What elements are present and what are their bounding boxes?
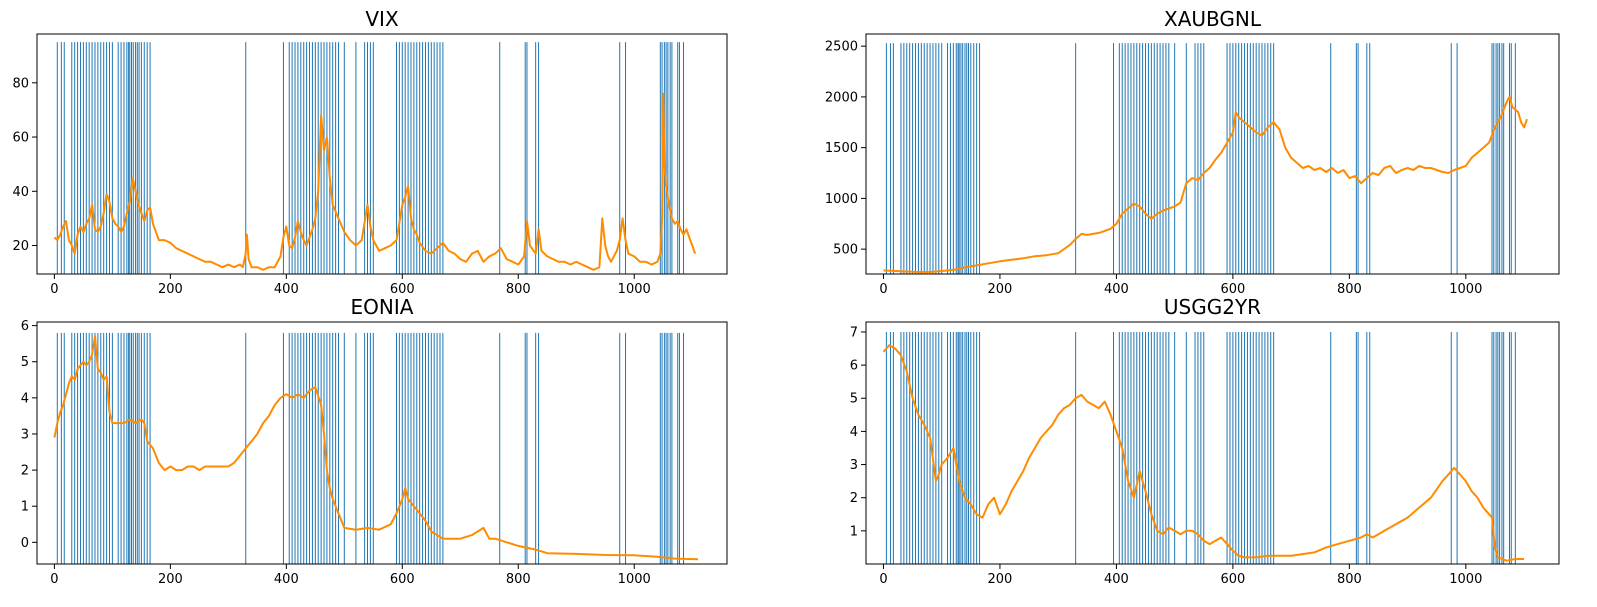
y-tick-label: 40 [12, 185, 29, 200]
x-tick-label: 200 [158, 282, 183, 297]
series-line [882, 344, 1525, 562]
chart-panel-2: 0 200 400 600 800 1000 500 1000 1500 2000 2500 XAUB… [825, 7, 1560, 297]
y-tick-label: 5 [850, 392, 858, 407]
x-tick-label: 1000 [1449, 282, 1482, 297]
y-tick-label: 60 [12, 131, 29, 146]
x-tick-label: 200 [988, 572, 1013, 587]
y-tick-label: 20 [12, 239, 29, 254]
x-tick-label: 200 [988, 282, 1013, 297]
x-tick-label: 600 [1220, 282, 1245, 297]
y-tick-label: 4 [850, 425, 858, 440]
y-tick-label: 2 [850, 491, 858, 506]
x-tick-label: 400 [274, 282, 299, 297]
y-tick-label: 0 [21, 536, 29, 551]
axes-frame [865, 33, 1560, 275]
series-line [53, 92, 697, 271]
series-line [883, 95, 1528, 273]
y-tick-label: 2000 [825, 90, 858, 105]
y-tick-label: 2500 [825, 40, 858, 55]
y-tick-label: 4 [21, 391, 29, 406]
axes-frame [865, 321, 1560, 565]
x-tick-label: 600 [1220, 572, 1245, 587]
y-tick-label: 80 [12, 76, 29, 91]
chart-title: EONIA [351, 295, 414, 319]
chart-panel-4: 0 200 400 600 800 1000 1 2 3 4 5 6 7 USGG2YR [850, 295, 1560, 587]
x-tick-label: 800 [506, 572, 531, 587]
chart-title: XAUBGNL [1164, 7, 1262, 31]
x-tick-label: 0 [50, 282, 58, 297]
x-tick-label: 0 [879, 282, 887, 297]
x-tick-label: 800 [1337, 282, 1362, 297]
x-tick-label: 800 [506, 282, 531, 297]
y-tick-label: 1 [21, 500, 29, 515]
axes-frame [36, 33, 728, 275]
y-tick-label: 1000 [825, 192, 858, 207]
x-tick-label: 0 [879, 572, 887, 587]
axes-frame [36, 321, 728, 565]
x-tick-label: 600 [390, 572, 415, 587]
x-tick-label: 0 [50, 572, 58, 587]
y-tick-label: 6 [850, 359, 858, 374]
y-tick-label: 2 [21, 464, 29, 479]
chart-title: VIX [365, 7, 399, 31]
y-tick-label: 3 [850, 458, 858, 473]
y-tick-label: 1500 [825, 141, 858, 156]
y-tick-label: 3 [21, 427, 29, 442]
chart-title: USGG2YR [1164, 295, 1261, 319]
y-tick-label: 6 [21, 319, 29, 334]
y-tick-label: 500 [833, 243, 858, 258]
x-tick-label: 400 [1104, 282, 1129, 297]
y-tick-label: 1 [850, 524, 858, 539]
x-tick-label: 1000 [618, 282, 651, 297]
x-tick-label: 1000 [1449, 572, 1482, 587]
x-tick-label: 1000 [618, 572, 651, 587]
x-tick-label: 400 [1104, 572, 1129, 587]
y-tick-label: 5 [21, 355, 29, 370]
x-tick-label: 400 [274, 572, 299, 587]
series-line [53, 335, 699, 561]
x-tick-label: 600 [390, 282, 415, 297]
x-tick-label: 200 [158, 572, 183, 587]
chart-panel-1: 0 200 400 600 800 1000 20 40 60 80 VIX [12, 7, 728, 297]
y-tick-label: 7 [850, 325, 858, 340]
x-tick-label: 800 [1337, 572, 1362, 587]
chart-panel-3: 0 200 400 600 800 1000 0 1 2 3 4 5 6 EONIA [21, 295, 728, 587]
